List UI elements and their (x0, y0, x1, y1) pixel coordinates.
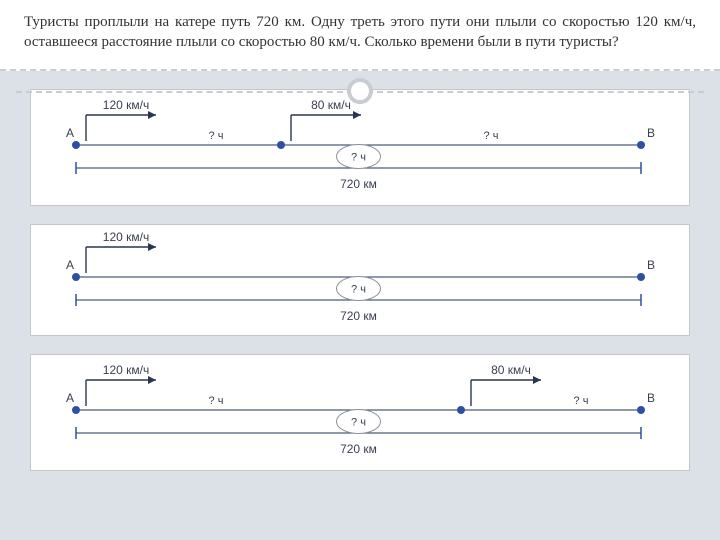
svg-text:80 км/ч: 80 км/ч (491, 363, 531, 377)
svg-text:720 км: 720 км (340, 177, 377, 191)
problem-text: Туристы проплыли на катере путь 720 км. … (0, 0, 720, 71)
svg-text:A: A (66, 126, 74, 140)
svg-text:? ч: ? ч (574, 395, 589, 407)
svg-text:? ч: ? ч (351, 283, 366, 295)
diagram-2: A B 120 км/ч ? ч 720 км (31, 225, 691, 335)
svg-text:A: A (66, 258, 74, 272)
svg-text:B: B (647, 258, 655, 272)
svg-text:? ч: ? ч (351, 416, 366, 428)
svg-text:? ч: ? ч (484, 130, 499, 142)
svg-text:120 км/ч: 120 км/ч (103, 230, 149, 244)
diagram-1: AB120 км/ч? ч80 км/ч? ч? ч720 км (31, 90, 691, 205)
diagram-area: A B 120 км/ч ? ч 80 км/ч ? ч ? ч 720 км A B 120 к… (0, 71, 720, 497)
svg-text:? ч: ? ч (209, 395, 224, 407)
diagram-panel-2: A B 120 км/ч ? ч 720 км (30, 224, 690, 336)
divider-ring-icon (347, 78, 373, 104)
svg-text:B: B (647, 391, 655, 405)
svg-text:B: B (647, 126, 655, 140)
diagram-panel-1: AB120 км/ч? ч80 км/ч? ч? ч720 км (30, 89, 690, 206)
svg-text:? ч: ? ч (209, 130, 224, 142)
diagram-3: A B 120 км/ч ? ч 80 км/ч ? ч ? ч 720 км (31, 355, 691, 470)
diagram-panel-3: A B 120 км/ч ? ч 80 км/ч ? ч ? ч 720 км (30, 354, 690, 471)
problem-statement: Туристы проплыли на катере путь 720 км. … (24, 14, 696, 50)
svg-text:A: A (66, 391, 74, 405)
section-divider (0, 78, 720, 104)
svg-text:? ч: ? ч (351, 151, 366, 163)
svg-text:120 км/ч: 120 км/ч (103, 363, 149, 377)
svg-text:720 км: 720 км (340, 442, 377, 456)
svg-text:720 км: 720 км (340, 309, 377, 323)
